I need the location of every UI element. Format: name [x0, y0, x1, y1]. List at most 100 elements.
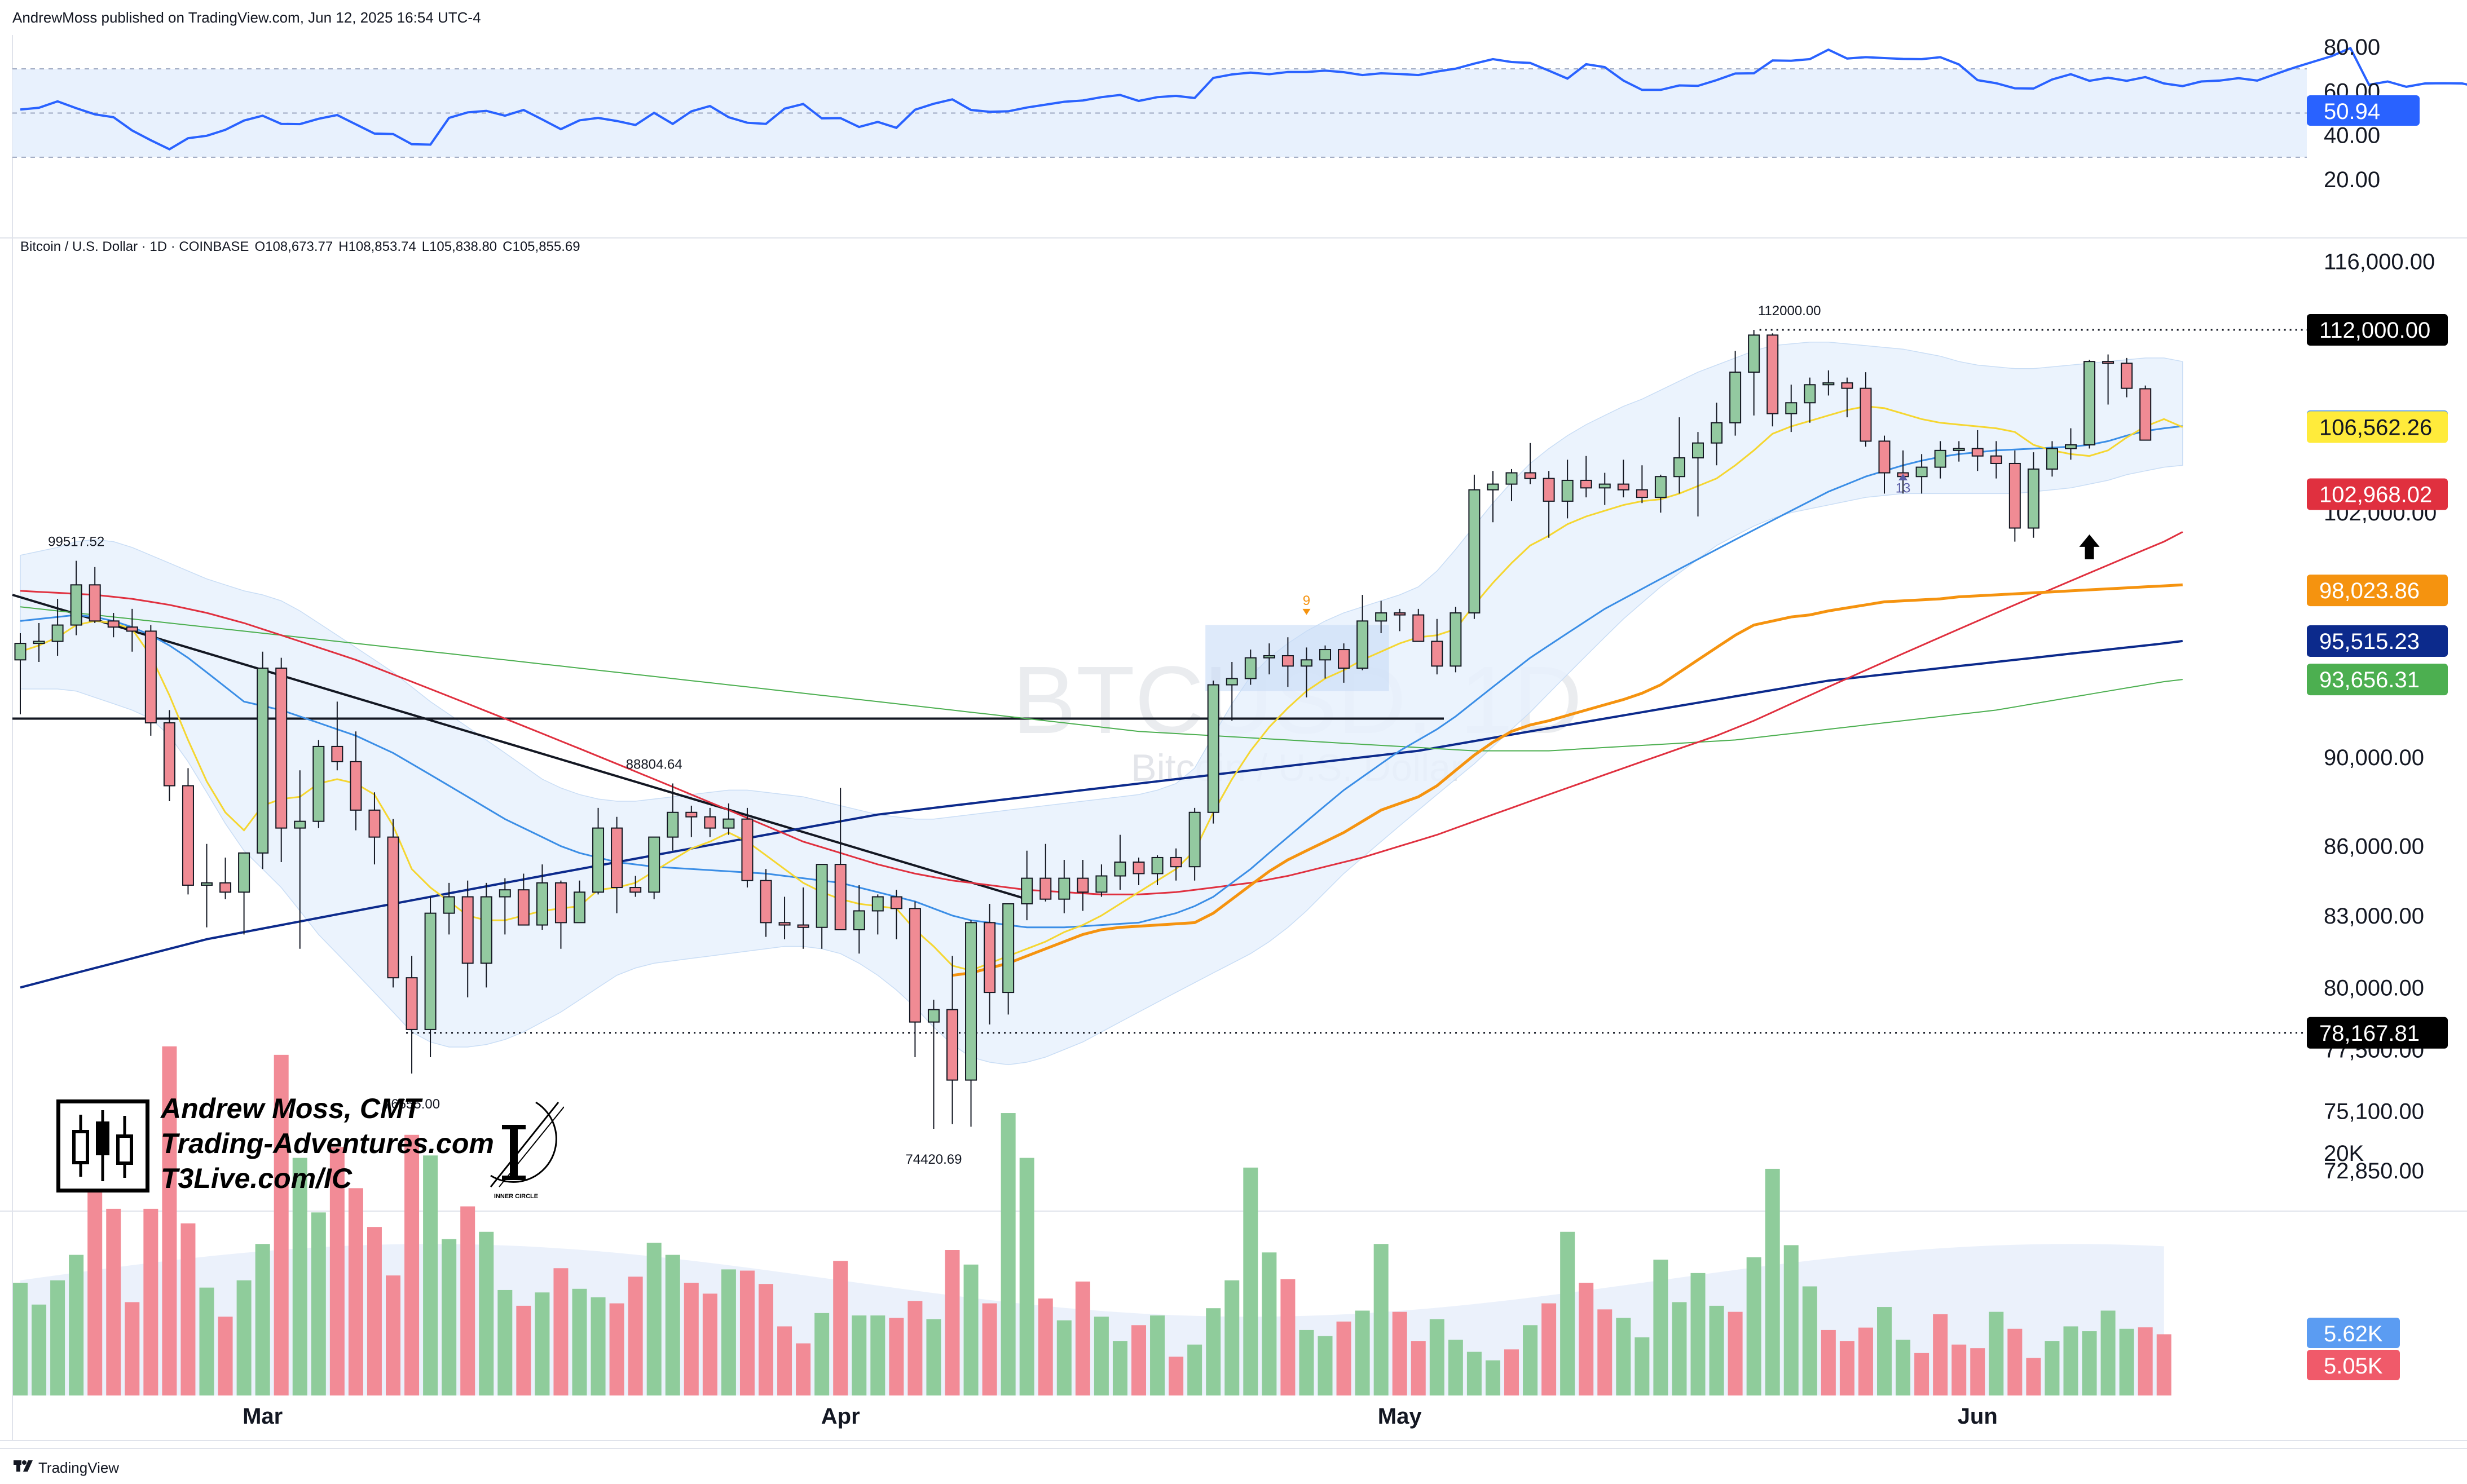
volume-bar [1560, 1231, 1575, 1395]
candle-body [927, 1009, 940, 1023]
candle [1915, 454, 1928, 494]
volume-bar [162, 1046, 177, 1395]
candle-body [1002, 903, 1015, 993]
candle-body [480, 896, 492, 964]
volume-bar [1728, 1311, 1743, 1395]
candle-body [1915, 466, 1928, 478]
candle [201, 843, 213, 928]
volume-bar [497, 1289, 513, 1395]
candle-body [1654, 476, 1667, 498]
candle [741, 807, 754, 888]
volume-bar [1858, 1327, 1873, 1395]
candle [1598, 472, 1611, 505]
candle [871, 894, 884, 935]
volume-bar [1541, 1303, 1557, 1395]
candle-body [853, 910, 865, 930]
candle [219, 857, 232, 899]
candle [1394, 608, 1406, 631]
volume-bar [1411, 1341, 1426, 1395]
volume-bar [889, 1318, 904, 1395]
candle [1450, 607, 1462, 673]
candle-body [592, 827, 605, 893]
volume-bar [1783, 1245, 1799, 1395]
volume-bar [1616, 1318, 1631, 1395]
price-axis-tick: 90,000.00 [2324, 745, 2424, 770]
volume-bar [1839, 1341, 1854, 1395]
price-tag-label: 95,515.23 [2319, 629, 2420, 654]
candle [461, 880, 474, 997]
candle-body [350, 761, 362, 811]
candle-body [107, 620, 120, 628]
volume-bar [1896, 1340, 1911, 1395]
candle-body [1095, 875, 1108, 893]
volume-bar [1094, 1317, 1109, 1395]
volume-bar [1970, 1348, 1985, 1395]
tradingview-label[interactable]: TradingView [38, 1459, 120, 1476]
volume-bar [1448, 1340, 1463, 1395]
volume-bar [1056, 1320, 1072, 1395]
candle-body [1505, 472, 1518, 485]
volume-bar [2045, 1341, 2060, 1395]
candle [368, 792, 381, 865]
price-annotation: 88804.64 [626, 757, 682, 772]
candle [126, 608, 138, 652]
candle-body [406, 977, 418, 1030]
volume-bar [852, 1315, 867, 1395]
candle-body [1580, 479, 1592, 489]
candle-body [760, 880, 772, 924]
candle-body [1133, 862, 1145, 874]
candle [927, 1000, 940, 1129]
volume-bar [1951, 1344, 1967, 1395]
volume-bar [907, 1301, 923, 1395]
publisher-text: AndrewMoss published on TradingView.com,… [12, 9, 481, 26]
candle-body [1114, 862, 1126, 877]
td-count-mark: 9 [1303, 593, 1310, 608]
candle-body [144, 630, 157, 724]
candle [2121, 357, 2133, 398]
candle [2065, 428, 2077, 460]
volume-bar [1187, 1344, 1202, 1395]
volume-bar [572, 1288, 587, 1395]
candle [331, 701, 343, 771]
candle [760, 869, 772, 937]
candle-body [1487, 483, 1499, 491]
price-tag-label: 98,023.86 [2319, 578, 2420, 603]
volume-bar [1262, 1252, 1277, 1395]
volume-bar [1038, 1298, 1053, 1395]
candle-body [1748, 334, 1760, 373]
price-tag [2307, 1017, 2448, 1049]
candle [667, 783, 679, 851]
candle [107, 613, 120, 638]
symbol-name: Bitcoin / U.S. Dollar · 1D · COINBASE [20, 239, 249, 254]
tradingview-logo-icon[interactable] [14, 1458, 33, 1474]
candle-body [984, 922, 996, 993]
candle-body [1766, 334, 1779, 414]
volume-bar [982, 1303, 997, 1395]
candle [909, 901, 921, 1057]
footer-bar: TradingView [0, 1448, 2467, 1484]
volume-bar [796, 1343, 811, 1395]
volume-bar [1001, 1113, 1016, 1395]
volume-bar [1672, 1302, 1687, 1395]
author-text: Andrew Moss, CMT Trading-Adventures.com … [161, 1091, 494, 1196]
candle [574, 880, 585, 924]
volume-bar [32, 1304, 47, 1395]
candle-body [1356, 620, 1369, 669]
candle-body [1039, 877, 1052, 900]
price-tag-label: 106,562.26 [2319, 416, 2432, 440]
inner-circle-caption: INNER CIRCLE [494, 1193, 538, 1200]
candle [1711, 403, 1723, 466]
volume-tag-label: 5.05K [2324, 1354, 2383, 1379]
candle [1990, 441, 2002, 479]
price-tag [2307, 664, 2448, 696]
volume-bar [1318, 1336, 1333, 1395]
candle [704, 807, 716, 837]
volume-bar [814, 1313, 830, 1395]
candle-body [1319, 649, 1331, 661]
rsi-last-label: 50.94 [2324, 99, 2380, 124]
author-link: T3Live.com/IC [161, 1163, 352, 1194]
time-axis-label: Apr [821, 1404, 860, 1429]
candle [965, 920, 977, 1127]
volume-tag [2307, 1318, 2400, 1348]
